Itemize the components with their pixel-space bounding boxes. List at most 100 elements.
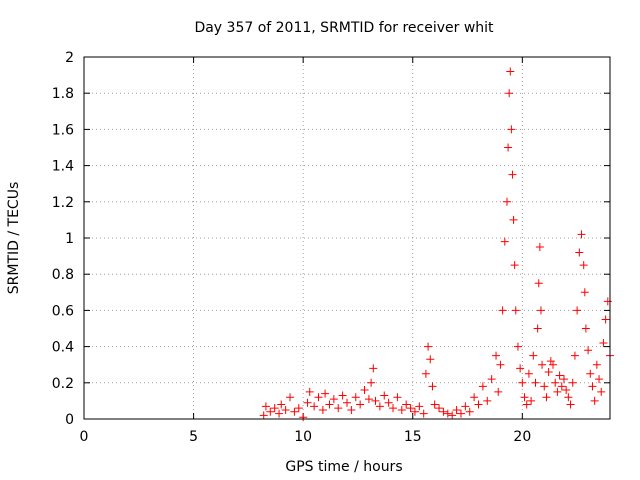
data-point: [474, 400, 483, 409]
y-tick-label: 0.6: [52, 303, 74, 319]
data-point: [275, 409, 284, 418]
data-point: [544, 367, 553, 376]
data-point: [508, 170, 517, 179]
data-point: [584, 346, 593, 355]
data-point: [419, 409, 428, 418]
data-point: [351, 393, 360, 402]
data-point: [494, 387, 503, 396]
data-point: [487, 375, 496, 384]
data-point: [389, 404, 398, 413]
data-point: [553, 387, 562, 396]
data-point: [538, 360, 547, 369]
data-point: [542, 393, 551, 402]
data-point: [310, 402, 319, 411]
chart-title: Day 357 of 2011, SRMTID for receiver whi…: [194, 20, 494, 36]
data-point: [575, 248, 584, 257]
data-point: [452, 405, 461, 414]
data-point: [507, 125, 516, 134]
data-point: [430, 400, 439, 409]
data-point: [579, 261, 588, 270]
data-point: [492, 351, 501, 360]
data-point: [325, 400, 334, 409]
data-point: [294, 404, 303, 413]
data-point: [360, 386, 369, 395]
data-point: [380, 391, 389, 400]
data-point: [595, 375, 604, 384]
data-point: [536, 306, 545, 315]
data-point: [299, 413, 308, 422]
axis-ticks: 0 5 10 15 20 0 0.2 0.4 0.6 0.8 1 1.2 1.4 1.6 1.8 2: [52, 50, 610, 445]
data-point: [551, 378, 560, 387]
data-point: [318, 405, 327, 414]
x-tick-label: 0: [80, 429, 89, 445]
data-point: [277, 400, 286, 409]
data-point: [601, 315, 610, 324]
data-point: [570, 351, 579, 360]
data-point: [281, 405, 290, 414]
data-point: [510, 261, 519, 270]
x-tick-label: 20: [513, 429, 531, 445]
x-tick-label: 5: [189, 429, 198, 445]
y-axis-label: SRMTID / TECUs: [6, 182, 22, 295]
data-point: [506, 67, 515, 76]
data-point: [270, 404, 279, 413]
data-point: [522, 400, 531, 409]
data-point: [573, 306, 582, 315]
data-point: [410, 407, 419, 416]
data-point: [456, 409, 465, 418]
data-point: [555, 371, 564, 380]
data-point: [520, 393, 529, 402]
data-point: [338, 391, 347, 400]
data-point: [384, 398, 393, 407]
data-point: [329, 395, 338, 404]
y-tick-label: 1.4: [52, 159, 74, 175]
data-point: [303, 398, 312, 407]
data-point: [369, 364, 378, 373]
data-point: [540, 382, 549, 391]
data-point: [588, 382, 597, 391]
data-point: [290, 407, 299, 416]
data-point: [428, 382, 437, 391]
data-point: [448, 411, 457, 420]
data-point: [516, 364, 525, 373]
data-point: [364, 395, 373, 404]
data-point: [415, 402, 424, 411]
data-point: [566, 400, 575, 409]
data-point: [496, 360, 505, 369]
data-point: [586, 369, 595, 378]
data-point: [559, 375, 568, 384]
data-point: [500, 237, 509, 246]
data-point: [549, 360, 558, 369]
y-tick-label: 0.4: [52, 340, 74, 356]
data-point: [461, 402, 470, 411]
plot-frame: [83, 56, 611, 420]
data-point: [406, 404, 415, 413]
data-point: [505, 89, 514, 98]
data-point: [577, 230, 586, 239]
y-tick-label: 1.6: [52, 122, 74, 138]
data-points: [259, 67, 614, 422]
data-point: [305, 387, 314, 396]
data-point: [259, 411, 268, 420]
data-point: [529, 351, 538, 360]
data-point: [518, 378, 527, 387]
data-point: [568, 378, 577, 387]
data-point: [321, 389, 330, 398]
y-tick-label: 1.8: [52, 86, 74, 102]
data-point: [562, 386, 571, 395]
y-tick-label: 2: [65, 50, 74, 66]
y-tick-label: 1: [65, 231, 74, 247]
y-tick-label: 0: [65, 412, 74, 428]
grid: [84, 57, 610, 419]
data-point: [470, 393, 479, 402]
data-point: [421, 369, 430, 378]
data-point: [502, 197, 511, 206]
data-point: [535, 243, 544, 252]
data-point: [439, 407, 448, 416]
data-point: [465, 407, 474, 416]
data-point: [580, 288, 589, 297]
data-point: [498, 306, 507, 315]
data-point: [402, 400, 411, 409]
data-point: [511, 306, 520, 315]
